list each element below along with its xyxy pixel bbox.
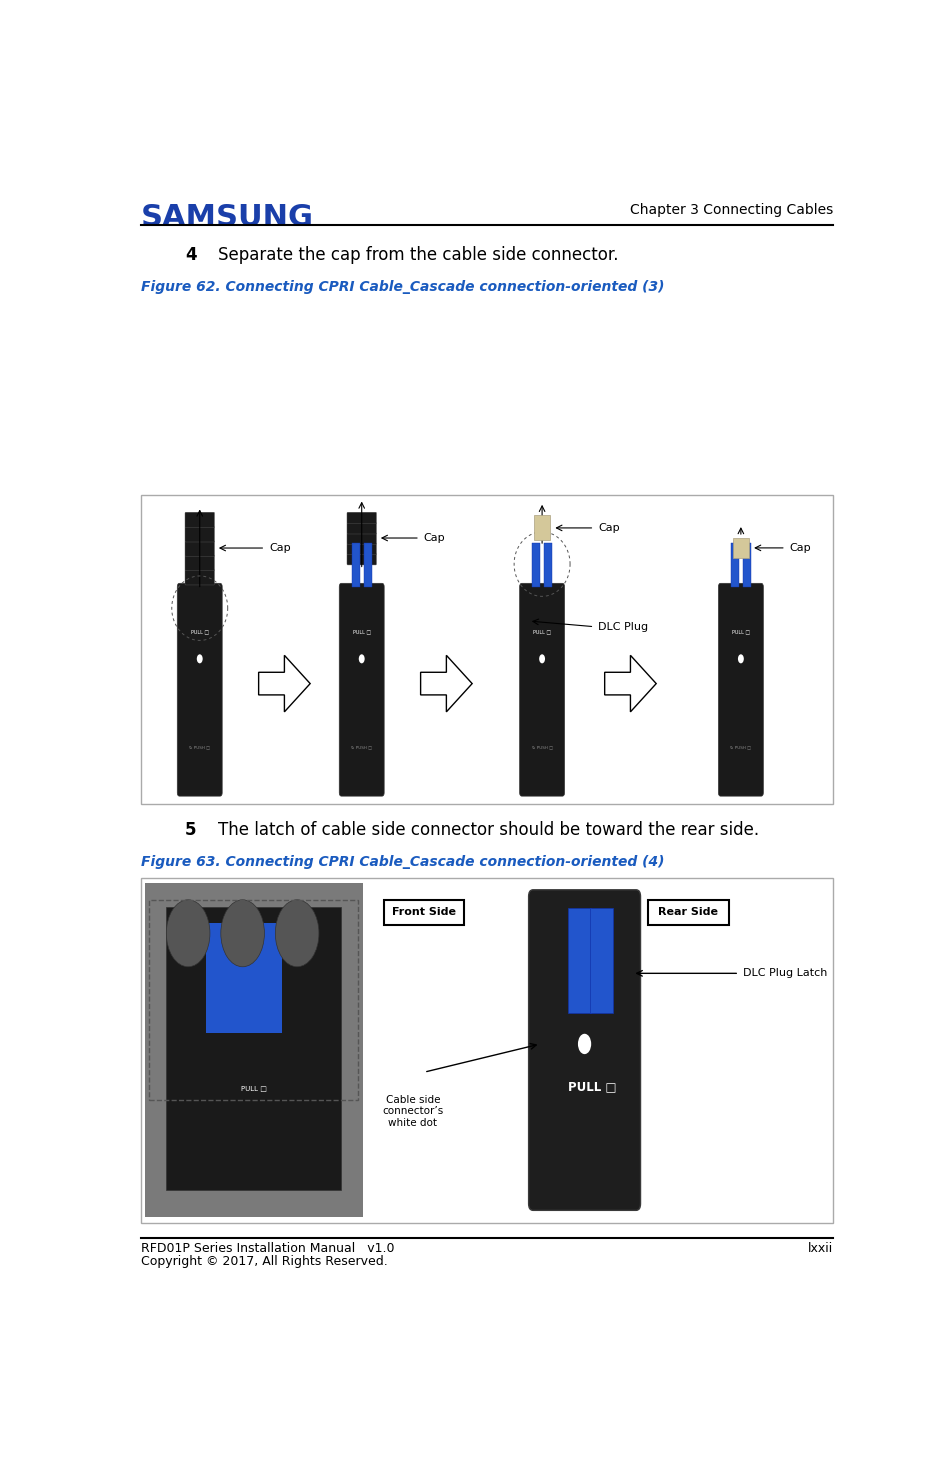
- Text: Chapter 3 Connecting Cables: Chapter 3 Connecting Cables: [630, 203, 833, 217]
- Text: Figure 63. Connecting CPRI Cable_Cascade connection-oriented (4): Figure 63. Connecting CPRI Cable_Cascade…: [141, 855, 664, 870]
- Text: Cap: Cap: [789, 544, 811, 552]
- Bar: [352, 542, 360, 586]
- FancyBboxPatch shape: [141, 877, 833, 1222]
- Circle shape: [359, 654, 365, 664]
- Polygon shape: [258, 655, 310, 712]
- Text: SAMSUNG: SAMSUNG: [141, 203, 314, 232]
- Text: The latch of cable side connector should be toward the rear side.: The latch of cable side connector should…: [218, 821, 759, 839]
- Bar: [364, 542, 371, 586]
- Bar: [144, 883, 363, 1216]
- Text: Cap: Cap: [598, 523, 619, 533]
- Text: ↻ PUSH □: ↻ PUSH □: [189, 745, 210, 749]
- Text: Figure 62. Connecting CPRI Cable_Cascade connection-oriented (3): Figure 62. Connecting CPRI Cable_Cascade…: [141, 281, 664, 294]
- FancyBboxPatch shape: [347, 513, 376, 523]
- Text: lxxii: lxxii: [808, 1241, 833, 1255]
- Text: ↻ PUSH □: ↻ PUSH □: [731, 745, 751, 749]
- Text: ↻ PUSH □: ↻ PUSH □: [532, 745, 553, 749]
- FancyBboxPatch shape: [528, 890, 640, 1210]
- FancyBboxPatch shape: [185, 541, 215, 557]
- Text: PULL □: PULL □: [240, 1086, 266, 1091]
- Bar: [166, 906, 341, 1190]
- Text: 5: 5: [185, 821, 197, 839]
- FancyBboxPatch shape: [141, 495, 833, 804]
- Text: DLC Plug: DLC Plug: [598, 621, 648, 632]
- FancyBboxPatch shape: [185, 555, 215, 570]
- FancyBboxPatch shape: [185, 513, 215, 527]
- Text: Cap: Cap: [424, 533, 446, 544]
- Text: Cable side
connector’s
white dot: Cable side connector’s white dot: [382, 1094, 444, 1128]
- FancyBboxPatch shape: [718, 583, 764, 796]
- Polygon shape: [604, 655, 656, 712]
- FancyBboxPatch shape: [347, 554, 376, 566]
- Circle shape: [540, 654, 545, 664]
- FancyBboxPatch shape: [520, 583, 564, 796]
- Circle shape: [276, 900, 319, 967]
- FancyBboxPatch shape: [185, 526, 215, 542]
- Text: Separate the cap from the cable side connector.: Separate the cap from the cable side con…: [218, 247, 618, 264]
- Text: RFD01P Series Installation Manual   v1.0: RFD01P Series Installation Manual v1.0: [141, 1241, 394, 1255]
- FancyBboxPatch shape: [347, 533, 376, 545]
- Text: PULL □: PULL □: [191, 630, 209, 635]
- Text: Rear Side: Rear Side: [658, 908, 718, 918]
- Text: PULL □: PULL □: [732, 630, 750, 635]
- Text: DLC Plug Latch: DLC Plug Latch: [743, 968, 827, 978]
- Circle shape: [166, 900, 210, 967]
- Polygon shape: [421, 655, 472, 712]
- Text: Copyright © 2017, All Rights Reserved.: Copyright © 2017, All Rights Reserved.: [141, 1256, 388, 1268]
- Bar: [534, 516, 550, 541]
- Text: Front Side: Front Side: [392, 908, 456, 918]
- Text: PULL □: PULL □: [352, 630, 370, 635]
- FancyBboxPatch shape: [347, 523, 376, 535]
- Circle shape: [197, 654, 202, 664]
- Text: PULL □: PULL □: [533, 630, 551, 635]
- Text: PULL □: PULL □: [568, 1080, 617, 1093]
- FancyBboxPatch shape: [185, 570, 215, 585]
- Bar: [544, 542, 552, 586]
- Text: ↻ PUSH □: ↻ PUSH □: [352, 745, 372, 749]
- FancyBboxPatch shape: [178, 583, 222, 796]
- Bar: [743, 542, 750, 586]
- Text: 4: 4: [185, 247, 197, 264]
- Bar: [591, 908, 613, 1014]
- FancyBboxPatch shape: [648, 900, 729, 925]
- FancyBboxPatch shape: [347, 544, 376, 555]
- Bar: [242, 924, 282, 1033]
- Bar: [732, 538, 749, 558]
- FancyBboxPatch shape: [384, 900, 465, 925]
- FancyBboxPatch shape: [339, 583, 384, 796]
- Bar: [532, 542, 541, 586]
- Bar: [731, 542, 739, 586]
- Circle shape: [738, 654, 744, 664]
- Bar: [568, 908, 591, 1014]
- Circle shape: [578, 1034, 591, 1055]
- Circle shape: [220, 900, 264, 967]
- Bar: [205, 924, 245, 1033]
- Text: Cap: Cap: [269, 544, 291, 552]
